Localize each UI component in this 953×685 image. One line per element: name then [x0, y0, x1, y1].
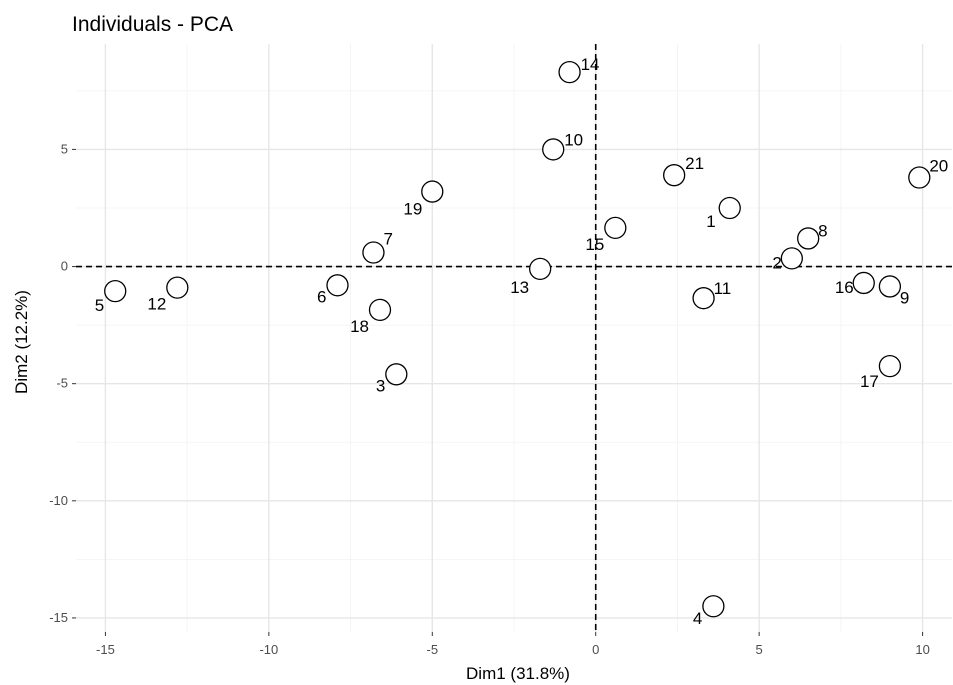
data-point-4	[702, 595, 725, 618]
point-label-17: 17	[860, 372, 879, 391]
point-label-16: 16	[835, 278, 854, 297]
data-point-13	[528, 257, 552, 281]
x-tick-label: 10	[915, 642, 929, 657]
data-point-5	[104, 279, 127, 303]
x-tick-label: -10	[259, 642, 278, 657]
reference-lines	[76, 44, 952, 632]
data-point-9	[878, 275, 902, 298]
y-axis-title: Dim2 (12.2%)	[12, 290, 31, 394]
data-point-2	[780, 247, 803, 270]
grid	[76, 44, 952, 632]
data-point-15	[604, 216, 627, 240]
x-tick-label: -15	[96, 642, 115, 657]
data-point-8	[797, 227, 820, 250]
point-label-15: 15	[585, 235, 604, 254]
y-tick-label: -10	[49, 493, 68, 508]
chart-title: Individuals - PCA	[72, 13, 233, 36]
point-label-11: 11	[714, 279, 732, 298]
data-point-7	[362, 241, 385, 264]
point-label-20: 20	[929, 157, 948, 176]
y-tick-label: -15	[49, 610, 68, 625]
point-label-13: 13	[510, 278, 529, 297]
point-label-5: 5	[95, 296, 104, 315]
data-point-21	[663, 164, 686, 187]
point-label-6: 6	[317, 287, 326, 306]
y-tick-label: 0	[61, 259, 68, 274]
data-point-3	[385, 363, 408, 386]
data-point-16	[852, 271, 875, 295]
data-point-14	[558, 60, 581, 84]
point-label-14: 14	[581, 55, 600, 74]
x-tick-label: 0	[592, 642, 599, 657]
data-point-11	[692, 287, 715, 310]
point-label-10: 10	[564, 130, 583, 149]
point-label-7: 7	[383, 229, 392, 248]
data-point-17	[878, 354, 902, 378]
point-label-21: 21	[685, 154, 704, 173]
point-label-2: 2	[772, 253, 781, 272]
x-tick-label: -5	[427, 642, 439, 657]
data-point-12	[166, 276, 189, 299]
data-point-20	[908, 166, 931, 189]
point-label-1: 1	[706, 212, 715, 231]
x-axis-title: Dim1 (31.8%)	[466, 664, 570, 683]
data-point-6	[326, 274, 349, 297]
point-label-4: 4	[693, 609, 702, 628]
point-label-9: 9	[900, 288, 909, 307]
point-label-18: 18	[350, 317, 369, 336]
data-point-18	[368, 298, 392, 322]
y-tick-label: -5	[56, 376, 68, 391]
point-label-8: 8	[818, 221, 827, 240]
y-tick-label: 5	[61, 141, 68, 156]
data-point-1	[718, 196, 741, 220]
x-tick-label: 5	[756, 642, 763, 657]
point-label-12: 12	[147, 295, 166, 314]
point-label-3: 3	[376, 376, 385, 395]
point-label-19: 19	[403, 200, 422, 219]
data-point-19	[421, 180, 444, 203]
data-point-10	[542, 138, 565, 161]
axes: -15 -10 -5 0 5 10 -15 -10 -5 0 5	[49, 141, 930, 657]
